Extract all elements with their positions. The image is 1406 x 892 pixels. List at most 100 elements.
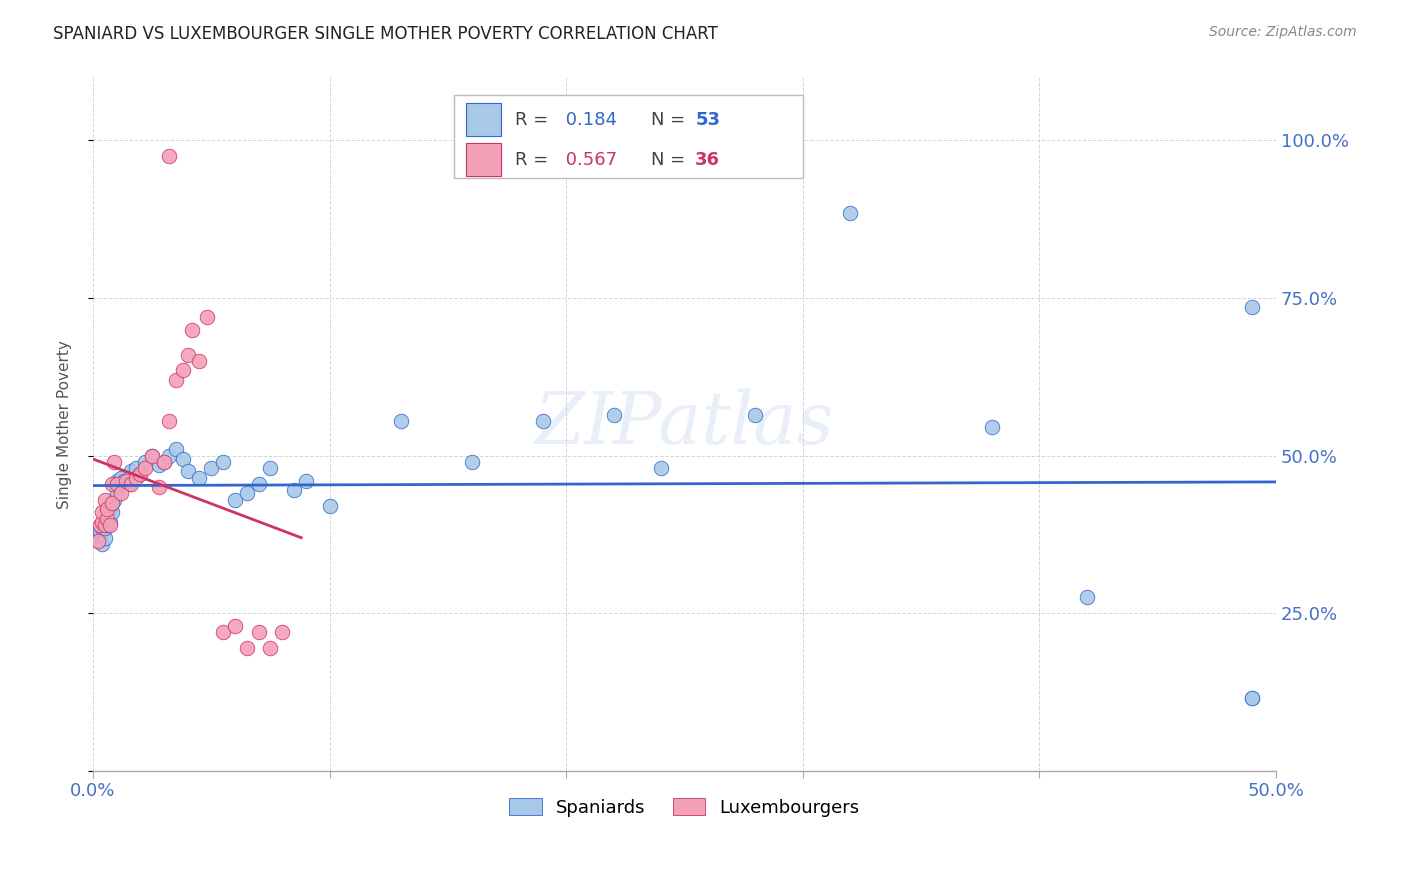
- Point: [101, 505, 124, 519]
- Point: [98, 515, 121, 529]
- Point: [224, 619, 246, 633]
- Point: [602, 408, 624, 422]
- Point: [91, 515, 114, 529]
- Point: [247, 625, 270, 640]
- Legend: Spaniards, Luxembourgers: Spaniards, Luxembourgers: [502, 791, 868, 824]
- Point: [259, 640, 281, 655]
- Point: [1076, 591, 1098, 605]
- Point: [110, 470, 132, 484]
- Point: [236, 486, 259, 500]
- Point: [460, 455, 482, 469]
- Point: [112, 474, 135, 488]
- Point: [124, 470, 146, 484]
- Point: [124, 461, 146, 475]
- Text: N =: N =: [651, 111, 692, 128]
- Point: [96, 511, 118, 525]
- Point: [94, 517, 117, 532]
- Point: [195, 310, 218, 324]
- Point: [389, 414, 412, 428]
- Point: [295, 474, 318, 488]
- Point: [165, 373, 187, 387]
- Point: [117, 477, 139, 491]
- Point: [176, 464, 198, 478]
- Point: [165, 442, 187, 457]
- Point: [212, 625, 235, 640]
- Point: [96, 511, 118, 525]
- Point: [129, 467, 152, 482]
- Text: N =: N =: [651, 151, 692, 169]
- Point: [1241, 691, 1264, 706]
- Y-axis label: Single Mother Poverty: Single Mother Poverty: [58, 340, 72, 508]
- Text: 53: 53: [695, 111, 720, 128]
- Point: [134, 461, 156, 475]
- Point: [103, 455, 125, 469]
- Point: [181, 322, 204, 336]
- Point: [744, 408, 766, 422]
- Point: [120, 464, 142, 478]
- Point: [115, 474, 138, 488]
- Point: [94, 531, 117, 545]
- Point: [101, 496, 124, 510]
- Point: [224, 492, 246, 507]
- Point: [271, 625, 294, 640]
- Text: 0.567: 0.567: [560, 151, 617, 169]
- Point: [94, 492, 117, 507]
- Text: R =: R =: [516, 111, 554, 128]
- Point: [101, 477, 124, 491]
- Point: [650, 461, 672, 475]
- Point: [200, 461, 222, 475]
- Point: [247, 477, 270, 491]
- Point: [839, 206, 862, 220]
- Point: [157, 449, 180, 463]
- Point: [87, 533, 110, 548]
- Point: [188, 354, 211, 368]
- Point: [87, 533, 110, 548]
- Point: [89, 517, 111, 532]
- Text: 36: 36: [695, 151, 720, 169]
- Text: SPANIARD VS LUXEMBOURGER SINGLE MOTHER POVERTY CORRELATION CHART: SPANIARD VS LUXEMBOURGER SINGLE MOTHER P…: [53, 25, 718, 43]
- FancyBboxPatch shape: [465, 143, 501, 177]
- Point: [148, 480, 170, 494]
- Point: [89, 527, 111, 541]
- Point: [157, 414, 180, 428]
- Point: [98, 502, 121, 516]
- Point: [176, 348, 198, 362]
- Point: [129, 467, 152, 482]
- Point: [91, 505, 114, 519]
- Point: [98, 517, 121, 532]
- Point: [236, 640, 259, 655]
- Point: [188, 470, 211, 484]
- Point: [134, 455, 156, 469]
- Point: [101, 496, 124, 510]
- Point: [1241, 691, 1264, 706]
- Point: [148, 458, 170, 472]
- Text: 0.184: 0.184: [560, 111, 617, 128]
- Point: [105, 477, 128, 491]
- Point: [318, 499, 340, 513]
- Text: ZIPatlas: ZIPatlas: [534, 389, 834, 459]
- Point: [89, 524, 111, 539]
- Point: [153, 455, 176, 469]
- Point: [91, 537, 114, 551]
- Point: [105, 486, 128, 500]
- Point: [531, 414, 554, 428]
- Point: [96, 517, 118, 532]
- Point: [141, 449, 163, 463]
- FancyBboxPatch shape: [454, 95, 803, 178]
- Point: [103, 492, 125, 507]
- Text: Source: ZipAtlas.com: Source: ZipAtlas.com: [1209, 25, 1357, 39]
- Point: [108, 477, 131, 491]
- Point: [120, 477, 142, 491]
- Point: [96, 502, 118, 516]
- Text: R =: R =: [516, 151, 554, 169]
- FancyBboxPatch shape: [465, 103, 501, 136]
- Point: [172, 363, 194, 377]
- Point: [212, 455, 235, 469]
- Point: [259, 461, 281, 475]
- Point: [105, 474, 128, 488]
- Point: [141, 449, 163, 463]
- Point: [283, 483, 305, 498]
- Point: [1241, 301, 1264, 315]
- Point: [110, 486, 132, 500]
- Point: [172, 451, 194, 466]
